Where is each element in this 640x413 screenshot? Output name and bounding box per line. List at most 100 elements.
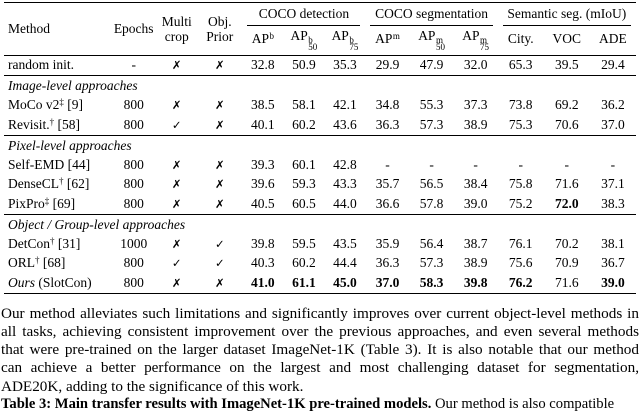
cross-icon: ✗ <box>171 177 182 191</box>
value-cell: 39.8 <box>463 274 488 290</box>
value-cell: 36.3 <box>375 255 400 270</box>
group-label: COCO segmentation <box>370 6 493 26</box>
value-cell: 58.3 <box>419 274 444 290</box>
value-cell: 40.1 <box>251 116 275 132</box>
obj-prior-cell: ✗ <box>197 96 242 116</box>
value-cell: 40.5 <box>251 195 275 211</box>
multi-crop-cell: ✗ <box>156 234 197 254</box>
value-cell: 43.6 <box>333 116 357 132</box>
paragraph-line: can achieve a better performance on the … <box>1 359 639 377</box>
col-header-method: Method <box>8 20 50 36</box>
table-row: Revisit.† [58] 800 ✓ ✗ 40.1 60.2 43.6 36.3 57.3 3… <box>4 115 636 135</box>
cross-icon: ✗ <box>171 58 182 72</box>
value-cell: 38.3 <box>601 195 625 211</box>
check-icon: ✓ <box>214 256 225 270</box>
table-row: Self-EMD [44] 800 ✗ ✗ 39.3 60.1 42.8 - - - - - - <box>4 155 636 175</box>
value-cell: 61.1 <box>292 274 316 290</box>
group-header-coco-segmentation: COCO segmentation <box>365 3 497 26</box>
method-cell: Revisit.† [58] <box>8 116 81 132</box>
value-cell: - <box>610 156 616 172</box>
value-cell: 38.9 <box>463 116 488 132</box>
cross-icon: ✗ <box>214 117 225 132</box>
obj-prior-cell: ✗ <box>197 115 242 135</box>
epochs-cell: 800 <box>123 156 144 172</box>
value-cell: 44.4 <box>333 255 357 270</box>
value-cell: 75.6 <box>508 255 533 270</box>
value-cell: 73.8 <box>508 97 533 112</box>
value-cell: 47.9 <box>419 57 444 72</box>
table-row: DenseCL† [62] 800 ✗ ✗ 39.6 59.3 43.3 35.7 56.5 38… <box>4 175 636 195</box>
subcolumn-header: AP b 75 <box>331 27 359 52</box>
subcolumn-header: APm <box>375 31 400 47</box>
value-cell: - <box>429 156 434 172</box>
subcolumn-header-row: APb AP b 50 AP b 75 APm AP m 50 AP m 75 City. VOC ADE <box>4 26 636 56</box>
value-cell: 38.5 <box>251 97 275 112</box>
value-cell: 39.3 <box>251 156 275 172</box>
cross-icon: ✗ <box>214 196 225 211</box>
cross-icon: ✗ <box>171 157 182 172</box>
group-header-row: Method Epochs Multi crop Obj. Prior COCO… <box>4 3 636 44</box>
method-cell: random init. <box>8 57 74 72</box>
value-cell: 75.2 <box>508 195 533 211</box>
multi-crop-cell: ✗ <box>156 96 197 116</box>
method-cell: Self-EMD [44] <box>8 156 91 172</box>
value-cell: 39.6 <box>251 176 275 191</box>
cross-icon: ✗ <box>171 98 182 112</box>
value-cell: 39.0 <box>463 195 488 211</box>
value-cell: 36.7 <box>601 255 625 270</box>
section-title-row: Pixel-level approaches <box>4 135 636 155</box>
value-cell: 35.9 <box>375 235 400 251</box>
value-cell: 29.9 <box>375 57 400 72</box>
obj-prior-cell: ✗ <box>197 55 242 76</box>
value-cell: 60.2 <box>292 255 316 270</box>
value-cell: 60.2 <box>292 116 316 132</box>
multi-crop-cell: ✗ <box>156 194 197 214</box>
method-cell: DetCon† [31] <box>8 235 81 251</box>
value-cell: 43.3 <box>333 176 357 191</box>
obj-prior-line2: Prior <box>206 28 234 44</box>
table-row: DetCon† [31] 1000 ✗ ✓ 39.8 59.5 43.5 35.9 56.4 38… <box>4 234 636 254</box>
section-title: Pixel-level approaches <box>8 137 132 153</box>
subcolumn-header: VOC <box>552 31 582 47</box>
table-row: PixPro‡ [69] 800 ✗ ✗ 40.5 60.5 44.0 36.6 57.8 39.… <box>4 194 636 214</box>
table3-caption: Table 3: Main transfer results with Imag… <box>1 396 639 413</box>
subcolumn-header: APb <box>251 31 274 47</box>
caption-bold-text: Table 3: Main transfer results with Imag… <box>1 396 432 412</box>
table-section: Pixel-level approaches Self-EMD [44] 800 ✗ ✗… <box>4 135 636 214</box>
value-cell: 36.6 <box>375 195 400 211</box>
subcolumn-header: AP m 75 <box>462 27 490 52</box>
section-title: Object / Group-level approaches <box>8 216 186 232</box>
value-cell: 38.7 <box>463 235 488 251</box>
subcolumn-header: ADE <box>599 31 627 47</box>
value-cell: 35.7 <box>375 176 400 191</box>
value-cell: 37.0 <box>375 274 400 290</box>
obj-prior-cell: ✗ <box>197 155 242 175</box>
group-header-semantic-seg: Semantic seg. (mIoU) <box>498 3 636 26</box>
obj-prior-cell: ✓ <box>197 234 242 254</box>
value-cell: 36.2 <box>601 97 625 112</box>
method-cell: ORL† [68] <box>8 255 66 270</box>
value-cell: 43.5 <box>333 235 357 251</box>
value-cell: 42.1 <box>333 97 357 112</box>
value-cell: 32.0 <box>463 57 488 72</box>
group-label: COCO detection <box>247 6 361 26</box>
value-cell: 40.3 <box>251 255 275 270</box>
body-paragraph: Our method alleviates such limitations a… <box>1 305 639 396</box>
multi-crop-cell: ✗ <box>156 55 197 76</box>
results-table-wrap: Method Epochs Multi crop Obj. Prior COCO… <box>4 2 636 294</box>
value-cell: 57.3 <box>419 116 444 132</box>
value-cell: 58.1 <box>292 97 316 112</box>
value-cell: - <box>564 156 570 172</box>
value-cell: 60.1 <box>292 156 316 172</box>
multi-crop-cell: ✗ <box>156 273 197 293</box>
epochs-cell: 800 <box>123 176 144 191</box>
value-cell: 70.2 <box>554 235 579 251</box>
value-cell: 32.8 <box>251 57 275 72</box>
multi-crop-cell: ✓ <box>156 254 197 274</box>
value-cell: 56.4 <box>419 235 444 251</box>
caption-regular-text: Our method is also compatible <box>431 396 615 412</box>
cross-icon: ✗ <box>214 177 225 191</box>
value-cell: 37.1 <box>601 176 625 191</box>
obj-prior-line1: Obj. <box>207 13 232 29</box>
